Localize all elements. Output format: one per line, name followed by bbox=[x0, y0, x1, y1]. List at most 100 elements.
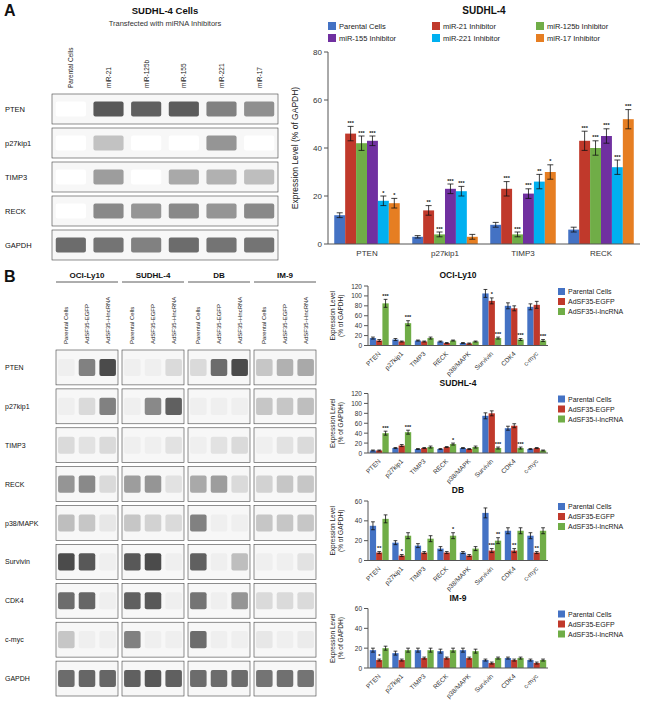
band bbox=[165, 476, 182, 493]
error-bar bbox=[541, 528, 545, 534]
legend: Parental CellsAdSF35-EGFPAdSF35-i-lncRNA bbox=[558, 288, 624, 315]
error-bar bbox=[377, 552, 381, 554]
significance: ** bbox=[426, 199, 431, 205]
error-bar bbox=[535, 662, 539, 664]
column-label: AdSF35-EGFP bbox=[216, 304, 222, 344]
legend-swatch bbox=[328, 22, 336, 30]
band bbox=[99, 476, 116, 493]
y-tick-label: 60 bbox=[355, 312, 363, 319]
blot-frame bbox=[52, 196, 278, 226]
error-bar bbox=[467, 657, 471, 659]
y-axis-label-line: (% of GAPDH) bbox=[336, 295, 344, 337]
band bbox=[79, 514, 96, 531]
error-bar bbox=[337, 213, 343, 218]
significance: *** bbox=[489, 542, 496, 548]
x-tick-label: RECK bbox=[432, 350, 450, 368]
band bbox=[206, 238, 236, 253]
y-tick bbox=[364, 393, 368, 394]
bar bbox=[444, 553, 450, 561]
band bbox=[190, 670, 207, 687]
error-bar bbox=[400, 341, 404, 343]
x-tick-label: Survivin bbox=[473, 350, 495, 372]
band bbox=[99, 631, 116, 648]
band bbox=[169, 238, 199, 253]
x-tick-label: PTEN bbox=[365, 457, 382, 474]
error-bar bbox=[484, 508, 488, 518]
band bbox=[277, 437, 294, 454]
bar bbox=[482, 293, 488, 345]
blot-frame bbox=[122, 583, 184, 618]
error-bar bbox=[394, 541, 398, 545]
bar bbox=[505, 428, 511, 453]
legend-swatch bbox=[558, 513, 565, 520]
band bbox=[79, 476, 96, 493]
error-bar bbox=[467, 448, 471, 450]
significance: *** bbox=[495, 441, 502, 447]
row-label: p27kip1 bbox=[5, 139, 31, 148]
error-bar bbox=[384, 299, 388, 307]
bar bbox=[444, 658, 450, 668]
bar bbox=[460, 448, 466, 453]
band bbox=[79, 670, 96, 687]
error-bar bbox=[406, 430, 410, 434]
column-label: Parental Cells bbox=[195, 307, 201, 344]
blot-frame bbox=[56, 583, 118, 618]
blot-frame bbox=[122, 467, 184, 502]
blot-frame bbox=[122, 622, 184, 657]
bar bbox=[517, 448, 523, 453]
error-bar bbox=[614, 160, 620, 174]
column-label: miR-125b bbox=[143, 59, 150, 88]
error-bar bbox=[603, 129, 609, 143]
significance: * bbox=[452, 526, 455, 532]
blot-frame bbox=[254, 544, 316, 579]
y-tick-label: 20 bbox=[355, 440, 363, 447]
error-bar bbox=[461, 552, 465, 554]
x-tick-label: Survivin bbox=[473, 457, 495, 479]
x-tick-label: TIMP3 bbox=[408, 672, 427, 691]
error-bar bbox=[422, 657, 426, 659]
legend-swatch bbox=[558, 503, 565, 510]
blot-frame bbox=[122, 350, 184, 385]
blot-frame bbox=[52, 128, 278, 158]
error-bar bbox=[496, 538, 500, 544]
x-tick-label: Survivin bbox=[473, 565, 495, 587]
error-bar bbox=[529, 533, 533, 539]
bar bbox=[437, 651, 443, 668]
significance: *** bbox=[358, 130, 365, 136]
x-tick-label: CDK4 bbox=[500, 350, 517, 367]
band bbox=[79, 359, 96, 376]
blot-frame bbox=[122, 544, 184, 579]
bar bbox=[590, 148, 601, 244]
row-label: CDK4 bbox=[5, 597, 24, 604]
bar bbox=[437, 342, 443, 346]
bar bbox=[489, 413, 495, 453]
blot-frame bbox=[122, 389, 184, 424]
x-tick-label: p27kip1 bbox=[383, 457, 405, 479]
band bbox=[124, 592, 141, 609]
legend-entry: AdSF35-i-lncRNA bbox=[568, 416, 624, 423]
bar bbox=[612, 167, 623, 244]
error-bar bbox=[461, 342, 465, 344]
bar bbox=[495, 448, 501, 453]
legend-entry: AdSF35-i-lncRNA bbox=[568, 523, 624, 530]
bar-annotations: * bbox=[378, 653, 381, 659]
bar bbox=[405, 536, 411, 561]
y-axis bbox=[368, 501, 369, 561]
x-tick-label: c-myc bbox=[522, 457, 540, 475]
panel-letter: A bbox=[4, 2, 16, 19]
band bbox=[231, 437, 248, 454]
error-bar bbox=[547, 165, 553, 179]
error-bar bbox=[529, 448, 533, 450]
group-bracket bbox=[122, 282, 184, 283]
band bbox=[231, 631, 248, 648]
band bbox=[79, 398, 96, 415]
band bbox=[256, 437, 273, 454]
x-tick-label: p38/MAPK bbox=[445, 565, 473, 593]
band bbox=[244, 102, 274, 117]
y-tick-label: 0 bbox=[358, 557, 362, 564]
bar-annotations: ************* bbox=[382, 424, 524, 447]
band bbox=[297, 631, 314, 648]
significance: *** bbox=[495, 331, 502, 337]
band bbox=[231, 670, 248, 687]
band bbox=[244, 204, 274, 219]
